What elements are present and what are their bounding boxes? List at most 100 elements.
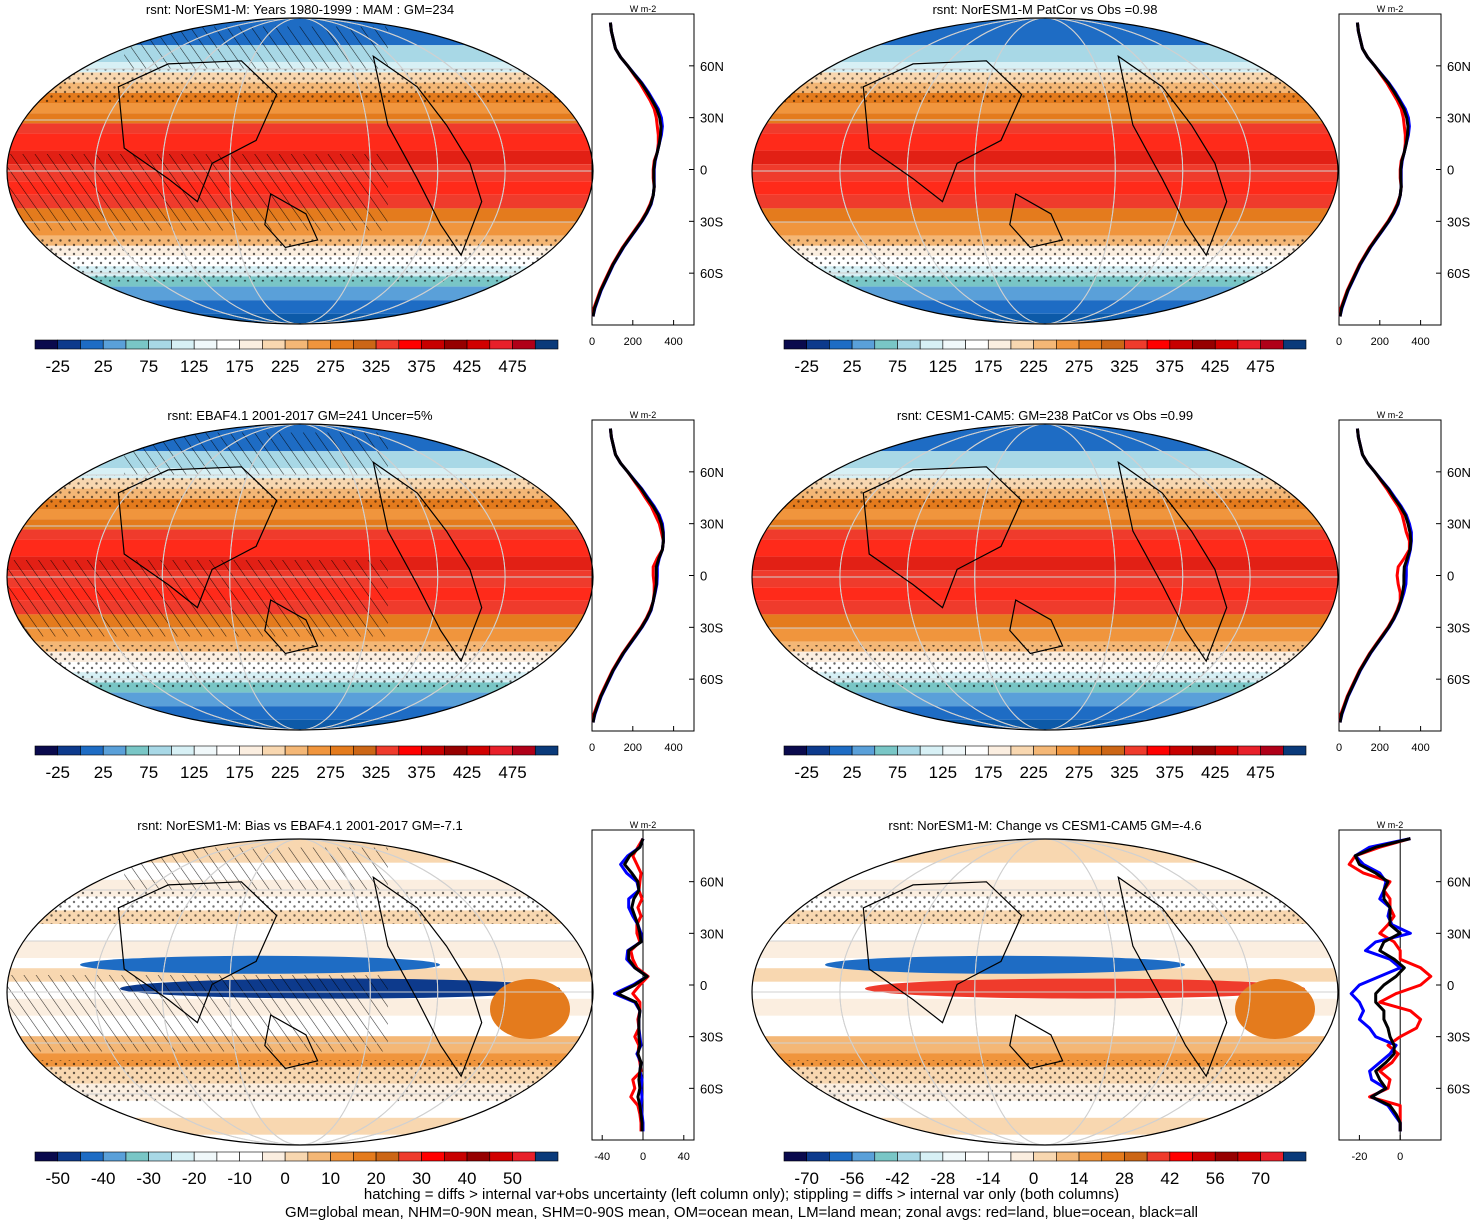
continent-outline [1117, 54, 1228, 257]
colorbar-swatch [489, 745, 513, 756]
panel-title: rsnt: NorESM1-M: Years 1980-1999 : MAM :… [146, 2, 454, 17]
colorbar-tick-label: 175 [225, 763, 253, 782]
colorbar-swatch [1010, 1151, 1034, 1162]
colorbar-tick-label: -25 [794, 357, 819, 376]
map-band [752, 614, 1338, 628]
zonal-lat-label: 60S [700, 1081, 723, 1096]
colorbar-swatch [216, 1151, 240, 1162]
colorbar-swatch [1033, 339, 1057, 350]
colorbar-swatch [783, 745, 807, 756]
map-band [752, 208, 1338, 222]
colorbar-swatch [1078, 1151, 1103, 1162]
colorbar-swatch [512, 1151, 536, 1162]
hatch-overlay [7, 154, 388, 231]
map-border [6, 838, 594, 1146]
colorbar-tick-label: 70 [1251, 1169, 1270, 1188]
zonal-series-line [1338, 428, 1413, 723]
map-band [7, 719, 593, 730]
colorbar-swatch [965, 339, 989, 350]
colorbar-tick-label: 14 [1070, 1169, 1089, 1188]
colorbar-swatch [897, 339, 921, 350]
colorbar-swatch [421, 1151, 445, 1162]
zonal-x-label: 200 [624, 742, 642, 754]
colorbar-swatch [262, 339, 286, 350]
hatch-overlay [124, 847, 388, 890]
colorbar-swatch [851, 1151, 876, 1162]
zonal-lat-label: 30N [700, 517, 724, 532]
map-field [7, 18, 593, 324]
zonal-x-label: 200 [624, 336, 642, 348]
colorbar-swatch [444, 339, 468, 350]
colorbar-swatch [262, 1151, 286, 1162]
map-feature [865, 978, 1305, 999]
panel-2: rsnt: NorESM1-M PatCor vs Obs =0.98 -25 25… [751, 2, 1471, 376]
stipple-overlay [752, 239, 1338, 282]
stipple-overlay [752, 1060, 1338, 1103]
graticule-line [906, 424, 1184, 730]
colorbar-tick-label: 375 [407, 357, 435, 376]
colorbar-tick-label: 425 [453, 357, 481, 376]
colorbar-swatch [1192, 1151, 1216, 1162]
colorbar-swatch [897, 1151, 921, 1162]
colorbar-tick-label: 225 [271, 357, 299, 376]
colorbar-swatch [1192, 745, 1216, 756]
continent-outline [264, 599, 319, 655]
map-field [7, 424, 593, 730]
colorbar-swatch [398, 1151, 422, 1162]
colorbar-swatch [942, 1151, 966, 1162]
colorbar-tick-label: 275 [316, 357, 344, 376]
colorbar-swatch [1169, 339, 1193, 350]
footer-legend-note: GM=global mean, NHM=0-90N mean, SHM=0-90… [284, 1204, 1198, 1221]
zonal-x-label: -40 [594, 1151, 610, 1163]
map-band [752, 150, 1338, 165]
zonal-lat-label: 60S [1447, 672, 1470, 687]
colorbar-swatch [307, 339, 331, 350]
colorbar-swatch [330, 1151, 354, 1162]
colorbar-swatch [1283, 1151, 1307, 1162]
zonal-x-label: 400 [1411, 742, 1429, 754]
zonal-lat-label: 30S [1447, 214, 1470, 229]
graticule-line [94, 839, 506, 1145]
zonal-frame [1338, 829, 1442, 1141]
colorbar-tick-label: 75 [139, 357, 158, 376]
colorbar-swatch [919, 745, 944, 756]
colorbar-swatch [783, 1151, 807, 1162]
colorbar-swatch [965, 745, 989, 756]
colorbar-swatch [512, 339, 536, 350]
colorbar-tick-label: 75 [888, 357, 907, 376]
graticule-line [229, 424, 371, 730]
colorbar-swatch [171, 339, 195, 350]
zonal-x-label: 0 [589, 742, 595, 754]
colorbar-swatch [239, 745, 263, 756]
map-band [752, 509, 1338, 520]
colorbar-swatch [534, 339, 559, 350]
colorbar-swatch [193, 339, 218, 350]
panel-6: rsnt: NorESM1-M: Change vs CESM1-CAM5 GM… [751, 818, 1471, 1188]
colorbar-tick-label: -28 [931, 1169, 956, 1188]
zonal-x-label: 0 [589, 336, 595, 348]
colorbar-swatch [284, 339, 309, 350]
panel-title: rsnt: NorESM1-M: Bias vs EBAF4.1 2001-20… [137, 818, 463, 833]
colorbar-swatch [57, 339, 81, 350]
continent-outline [1009, 599, 1064, 655]
map-feature [825, 955, 1185, 974]
colorbar-swatch [1214, 1151, 1239, 1162]
zonal-x-label: 0 [640, 1151, 646, 1163]
graticule-line [94, 424, 506, 730]
map-band [752, 839, 1338, 863]
zonal-lat-label: 60S [1447, 266, 1470, 281]
colorbar-swatch [1056, 745, 1080, 756]
colorbar-swatch [1146, 1151, 1171, 1162]
colorbar-tick-label: -25 [45, 357, 70, 376]
continent-outline [1117, 460, 1228, 663]
zonal-x-label: 40 [678, 1151, 690, 1163]
map-border [751, 423, 1339, 731]
colorbar-swatch [125, 339, 149, 350]
zonal-lat-label: 0 [700, 978, 707, 993]
map-band [752, 998, 1338, 1016]
map-band [7, 529, 593, 540]
zonal-lat-label: 60N [1447, 465, 1471, 480]
graticule-line [161, 18, 439, 324]
colorbar-swatch [284, 745, 309, 756]
colorbar-tick-label: -30 [136, 1169, 161, 1188]
